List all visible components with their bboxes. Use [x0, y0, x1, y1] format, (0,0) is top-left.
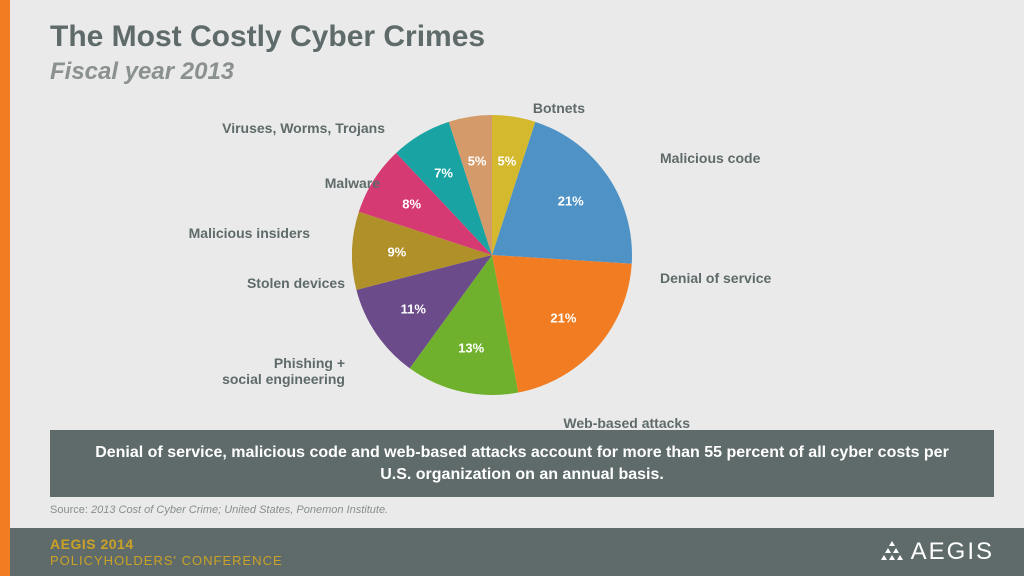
slide: The Most Costly Cyber Crimes Fiscal year…: [0, 0, 1024, 576]
slice-label: Web-based attacks: [500, 415, 690, 431]
slide-subtitle: Fiscal year 2013: [50, 58, 234, 86]
footer-bar: AEGIS 2014 POLICYHOLDERS' CONFERENCE AEG…: [10, 528, 1024, 576]
footer-logo-text: AEGIS: [911, 538, 994, 566]
pie-svg: [352, 115, 632, 395]
slice-label: Malicious code: [660, 150, 760, 166]
callout-banner: Denial of service, malicious code and we…: [50, 430, 994, 497]
source-label: Source:: [50, 504, 91, 516]
source-text: 2013 Cost of Cyber Crime; United States,…: [91, 504, 388, 516]
slice-label: Phishing +social engineering: [155, 355, 345, 387]
footer-left: AEGIS 2014 POLICYHOLDERS' CONFERENCE: [50, 536, 283, 568]
slide-title: The Most Costly Cyber Crimes: [50, 20, 485, 54]
slice-label: Botnets: [395, 100, 585, 116]
footer-logo: AEGIS: [879, 538, 994, 566]
footer-title: AEGIS 2014: [50, 536, 283, 553]
slice-label: Malicious insiders: [120, 225, 310, 241]
footer-sub: POLICYHOLDERS' CONFERENCE: [50, 553, 283, 569]
aegis-logo-icon: [879, 539, 905, 565]
slice-label: Denial of service: [660, 270, 771, 286]
slice-label: Malware: [190, 175, 380, 191]
slice-label: Stolen devices: [155, 275, 345, 291]
source-line: Source: 2013 Cost of Cyber Crime; United…: [50, 504, 388, 516]
slice-label: Viruses, Worms, Trojans: [195, 120, 385, 136]
pie-chart: 21%Malicious code21%Denial of service13%…: [0, 85, 1024, 425]
